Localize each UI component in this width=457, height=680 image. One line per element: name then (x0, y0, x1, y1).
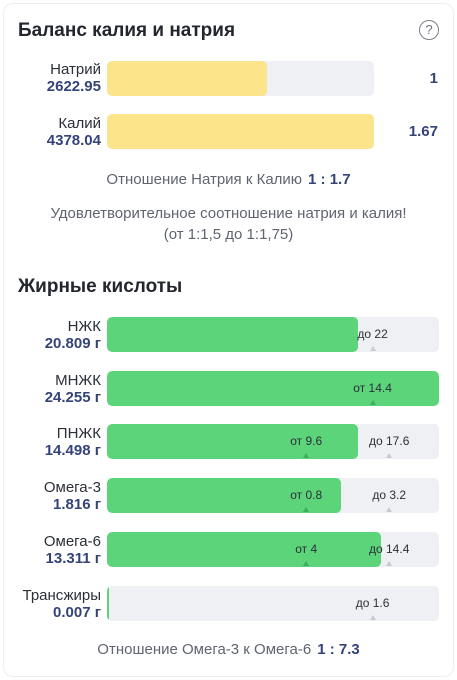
section-title-sodium-potassium: Баланс калия и натрия (18, 20, 236, 41)
balance-message: Удовлетворительное соотношение натрия и … (50, 205, 407, 222)
fatty-acid-value: 14.498 г (44, 442, 101, 459)
fatty-acid-bar-track: от 0.8 до 3.2 (107, 478, 439, 513)
omega-ratio-label: Отношение Омега-3 к Омега-6 (97, 641, 312, 658)
norm-min-label: от 4 (295, 542, 318, 556)
norm-min-marker (369, 400, 376, 405)
sodium-potassium-ratio: Отношение Натрия к Калию 1 : 1.7 (0, 171, 457, 188)
potassium-name: Калий (58, 115, 101, 132)
potassium-value: 4378.04 (46, 132, 101, 149)
fatty-acid-bar-fill (107, 478, 342, 513)
sodium-name: Натрий (50, 61, 101, 78)
fatty-acid-value: 0.007 г (53, 604, 101, 621)
fatty-acid-bar-fill (107, 424, 359, 459)
fatty-acid-name: ПНЖК (56, 425, 101, 442)
fatty-acid-bar-track: до 1.6 (107, 586, 439, 621)
fatty-acid-bar-track: до 22 (107, 317, 439, 352)
fatty-acid-value: 24.255 г (44, 389, 101, 406)
sodium-potassium-ratio-value: 1 : 1.7 (308, 171, 351, 188)
potassium-ratio-value: 1.67 (408, 123, 438, 140)
norm-max-label: до 17.6 (369, 434, 410, 448)
potassium-bar-fill (107, 114, 374, 149)
fatty-acid-name: МНЖК (55, 372, 101, 389)
norm-min-marker (303, 507, 310, 512)
sodium-bar-fill (107, 61, 268, 96)
norm-max-marker (369, 346, 376, 351)
norm-max-marker (386, 507, 393, 512)
omega-ratio-value: 1 : 7.3 (317, 641, 360, 658)
fatty-acid-value: 13.311 г (45, 550, 101, 567)
norm-min-label: от 14.4 (353, 381, 392, 395)
fatty-acid-bar-fill (107, 586, 109, 621)
omega-ratio: Отношение Омега-3 к Омега-6 1 : 7.3 (0, 641, 457, 658)
norm-min-marker (303, 561, 310, 566)
balance-range: (от 1:1,5 до 1:1,75) (163, 226, 294, 243)
fatty-acid-bar-fill (107, 317, 359, 352)
fatty-acid-name: НЖК (67, 318, 101, 335)
fatty-acid-value: 1.816 г (53, 496, 101, 513)
norm-min-marker (303, 453, 310, 458)
norm-min-label: от 0.8 (290, 488, 323, 502)
section-title-fatty-acids: Жирные кислоты (18, 276, 183, 297)
norm-max-label: до 3.2 (372, 488, 407, 502)
help-icon[interactable]: ? (419, 20, 439, 40)
sodium-bar-track (107, 61, 374, 96)
sodium-ratio-value: 1 (429, 70, 438, 87)
norm-max-marker (386, 561, 393, 566)
fatty-acid-bar-fill (107, 371, 439, 406)
norm-max-label: до 14.4 (369, 542, 410, 556)
fatty-acid-bar-track: от 9.6 до 17.6 (107, 424, 439, 459)
fatty-acid-name: Трансжиры (22, 587, 102, 604)
norm-max-label: до 1.6 (355, 596, 390, 610)
fatty-acid-name: Омега-3 (43, 479, 101, 496)
sodium-potassium-ratio-label: Отношение Натрия к Калию (106, 171, 303, 188)
fatty-acid-bar-fill (107, 532, 382, 567)
norm-max-marker (369, 615, 376, 620)
sodium-value: 2622.95 (46, 78, 101, 95)
fatty-acid-bar-track: от 14.4 (107, 371, 439, 406)
fatty-acid-name: Омега-6 (43, 533, 101, 550)
potassium-bar-track (107, 114, 374, 149)
norm-max-marker (386, 453, 393, 458)
norm-max-label: до 22 (357, 327, 388, 341)
fatty-acid-value: 20.809 г (44, 335, 101, 352)
fatty-acid-bar-track: от 4 до 14.4 (107, 532, 439, 567)
norm-min-label: от 9.6 (290, 434, 323, 448)
